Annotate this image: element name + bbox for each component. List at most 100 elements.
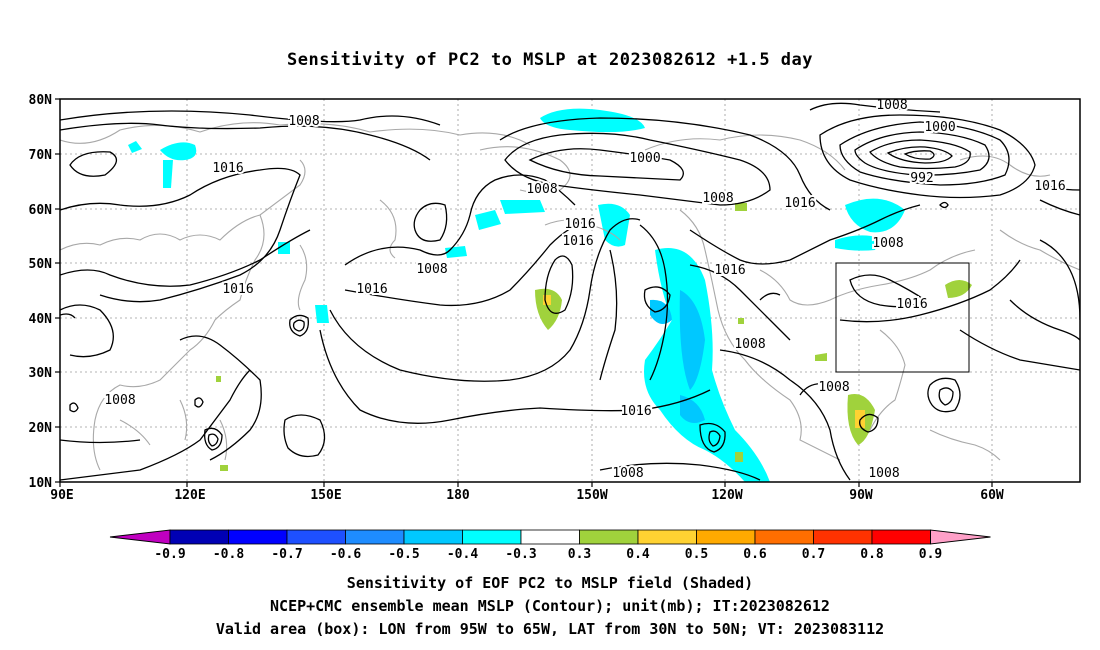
contour-label: 992 [910, 171, 933, 186]
contour-label: 1008 [526, 182, 557, 197]
colorbar-swatch [286, 529, 346, 545]
colorbar-swatch [345, 529, 405, 545]
colorbar-tick-label: 0.3 [568, 547, 591, 562]
colorbar-swatch [462, 529, 522, 545]
contour-label: 1016 [620, 404, 651, 419]
plot-frame [59, 98, 1081, 483]
shade-positive [815, 353, 827, 361]
contour-label: 1016 [212, 161, 243, 176]
shade-positive [220, 465, 228, 471]
colorbar-swatch [520, 529, 580, 545]
lon-label: 120E [174, 488, 205, 503]
colorbar-tick-label: 0.8 [860, 547, 884, 562]
lat-label: 70N [29, 148, 53, 163]
colorbar-labels: -0.9 -0.8 -0.7 -0.6 -0.5 -0.4 -0.3 0.3 0.4 0.5 0.6… [154, 547, 942, 562]
contour-label: 1016 [562, 234, 593, 249]
shade-negative [540, 108, 645, 133]
shade-negative [644, 248, 770, 482]
contour-label: 1008 [104, 393, 135, 408]
lat-label: 60N [29, 203, 53, 218]
mslp-contours [60, 102, 1080, 481]
contour-label: 1000 [924, 120, 955, 135]
lon-label: 150W [576, 488, 607, 503]
sensitivity-shading [128, 108, 972, 482]
contour-label: 1016 [564, 217, 595, 232]
contour-label: 1008 [818, 380, 849, 395]
contour-labels: 1008 1016 1016 1008 1008 1016 1016 1000 … [102, 96, 1067, 483]
contour-label: 1008 [702, 191, 733, 206]
shade-negative [160, 142, 197, 161]
contour-label: 1008 [872, 236, 903, 251]
shade-negative [679, 290, 705, 390]
lat-label: 80N [29, 93, 53, 108]
shade-positive [543, 295, 551, 305]
shade-negative [680, 395, 705, 424]
caption-valid-area: Valid area (box): LON from 95W to 65W, L… [215, 620, 885, 638]
colorbar-end-low [109, 529, 171, 545]
contour-label: 1008 [876, 98, 907, 113]
shade-positive [735, 203, 747, 211]
colorbar-tick-label: -0.4 [447, 547, 478, 562]
colorbar-tick-label: -0.6 [330, 547, 361, 562]
lon-label: 90W [849, 488, 873, 503]
colorbar-swatch [696, 529, 756, 545]
colorbar-tick-label: 0.6 [743, 547, 767, 562]
colorbar [109, 529, 991, 545]
contour-label: 1016 [356, 282, 387, 297]
axis-ticks [55, 98, 993, 487]
lon-label: 120W [711, 488, 742, 503]
colorbar-end-high [930, 529, 991, 545]
lat-label: 10N [29, 476, 53, 491]
colorbar-swatch [579, 529, 639, 545]
colorbar-tick-label: 0.7 [802, 547, 825, 562]
contour-label: 1016 [222, 282, 253, 297]
contour-label: 1016 [714, 263, 745, 278]
shade-negative [315, 305, 329, 323]
colorbar-tick-label: -0.8 [213, 547, 244, 562]
shade-negative [475, 210, 501, 230]
lon-label: 180 [446, 488, 470, 503]
colorbar-tick-label: 0.4 [626, 547, 650, 562]
colorbar-tick-label: -0.3 [505, 547, 536, 562]
shade-negative [128, 141, 142, 153]
shade-positive [738, 318, 744, 324]
contour-label: 1016 [1034, 179, 1065, 194]
contour-label: 1008 [734, 337, 765, 352]
shade-negative [835, 235, 880, 251]
valid-area-box [835, 262, 970, 373]
colorbar-tick-label: -0.7 [271, 547, 302, 562]
shade-negative [278, 242, 290, 254]
contour-label: 1016 [784, 196, 815, 211]
shade-negative [500, 200, 545, 214]
colorbar-swatch [228, 529, 288, 545]
contour-label: 1008 [612, 466, 643, 481]
lat-labels: 80N 70N 60N 50N 40N 30N 20N 10N [29, 93, 53, 491]
lat-label: 30N [29, 366, 53, 381]
colorbar-swatch [637, 529, 697, 545]
colorbar-tick-label: -0.9 [154, 547, 185, 562]
plot-area [60, 99, 1080, 482]
shade-positive [945, 280, 972, 298]
colorbar-tick-label: 0.9 [919, 547, 942, 562]
shade-positive [735, 452, 743, 462]
lon-label: 60W [980, 488, 1004, 503]
lon-label: 150E [310, 488, 341, 503]
contour-label: 1008 [288, 114, 319, 129]
page-title: Sensitivity of PC2 to MSLP at 2023082612… [286, 50, 813, 70]
colorbar-swatch [871, 529, 931, 545]
shade-negative [845, 198, 905, 233]
coastlines [60, 122, 1080, 471]
shade-negative [163, 160, 173, 188]
colorbar-swatch [813, 529, 873, 545]
contour-label: 1008 [868, 466, 899, 481]
contour-label: 1016 [896, 297, 927, 312]
colorbar-tick-label: 0.5 [685, 547, 708, 562]
lat-label: 20N [29, 421, 53, 436]
caption-contour: NCEP+CMC ensemble mean MSLP (Contour); u… [270, 597, 830, 615]
lon-labels: 90E 120E 150E 180 150W 120W 90W 60W [50, 488, 1004, 503]
lat-label: 40N [29, 312, 53, 327]
contour-label: 1000 [629, 151, 660, 166]
colorbar-tick-label: -0.5 [388, 547, 419, 562]
caption-shading: Sensitivity of EOF PC2 to MSLP field (Sh… [346, 574, 754, 592]
